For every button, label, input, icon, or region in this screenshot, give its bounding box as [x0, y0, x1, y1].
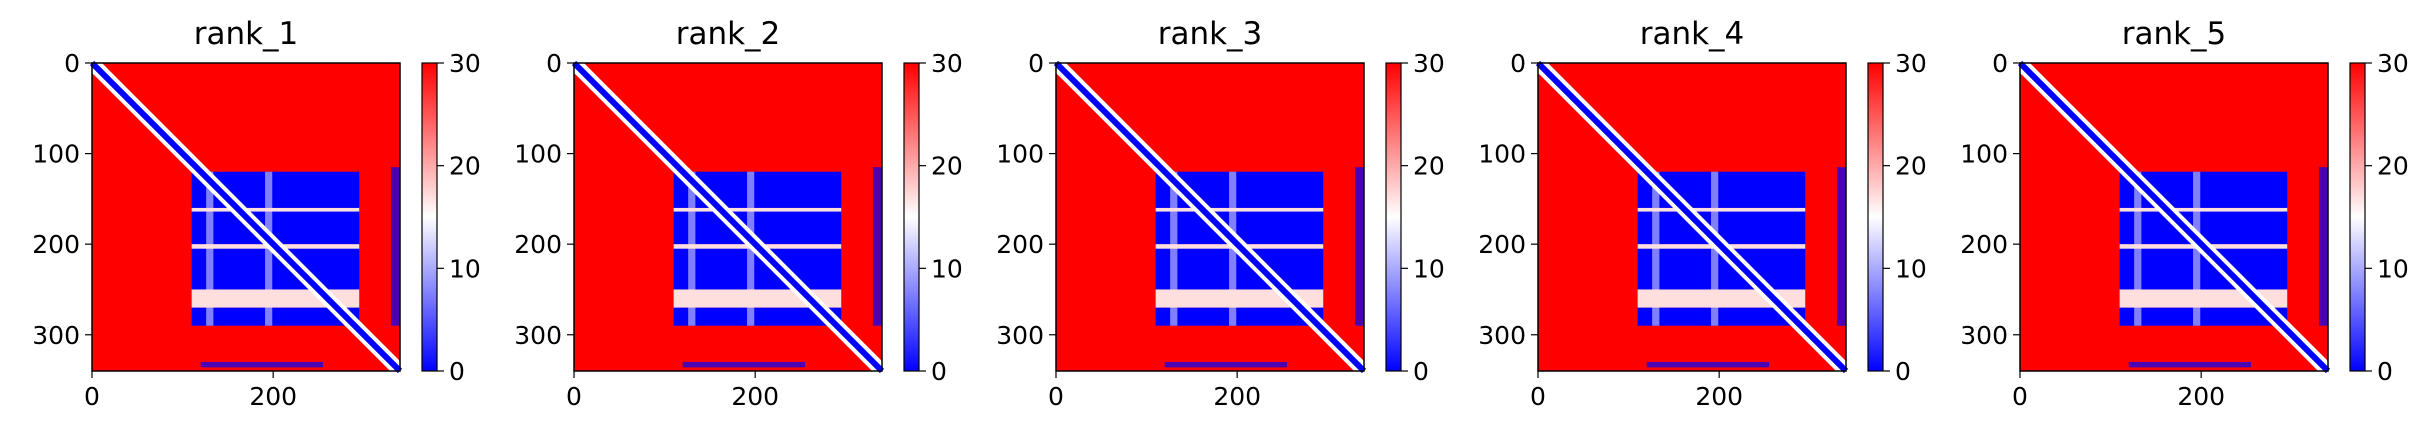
block-gap-row	[673, 207, 842, 212]
heatmap-panel-4: rank_4 0 200 0 100 200 300 0 10 20 30	[1478, 16, 1927, 411]
colorbar-tick-label: 0	[2377, 357, 2393, 386]
y-tick-label: 300	[514, 321, 562, 350]
colorbar-tick-label: 0	[931, 357, 947, 386]
panel-title: rank_2	[676, 16, 781, 52]
contact-block	[1637, 307, 1806, 326]
block-gap-row	[1155, 207, 1324, 212]
x-tick-label: 200	[1213, 382, 1261, 411]
heatmap-panel-1: rank_1 0 200 0 100 200 300 0 10 20 30	[32, 16, 481, 411]
y-tick-label: 200	[996, 230, 1044, 259]
axes-frame	[2019, 62, 2329, 372]
x-tick-label: 200	[1695, 382, 1743, 411]
colorbar-tick-label: 30	[2377, 49, 2409, 78]
block-gap-row	[1637, 207, 1806, 212]
contact-block	[191, 307, 360, 326]
colorbar-tick-label: 10	[449, 254, 481, 283]
diagonal-band	[2017, 60, 2331, 374]
y-tick-label: 300	[996, 321, 1044, 350]
y-tick-label: 100	[996, 140, 1044, 169]
contact-block	[673, 307, 842, 326]
colorbar-tick-label: 20	[449, 152, 481, 181]
y-tick-label: 0	[546, 49, 562, 78]
colorbar-tick-label: 10	[1895, 254, 1927, 283]
y-tick-label: 200	[32, 230, 80, 259]
x-tick-label: 200	[2177, 382, 2225, 411]
block-gap-row	[191, 207, 360, 212]
y-tick-label: 0	[1510, 49, 1526, 78]
x-tick-label: 200	[731, 382, 779, 411]
axes-frame	[91, 62, 401, 372]
x-tick-label: 0	[1530, 382, 1546, 411]
edge-column	[1836, 167, 1846, 326]
diagonal-band	[89, 60, 403, 374]
edge-row	[1646, 361, 1769, 368]
x-tick-label: 0	[1048, 382, 1064, 411]
axes-frame	[1055, 62, 1365, 372]
heatmap-panel-2: rank_2 0 200 0 100 200 300 0 10 20 30	[514, 16, 963, 411]
colorbar-tick-label: 20	[1895, 152, 1927, 181]
colorbar-tick-label: 0	[1413, 357, 1429, 386]
block-gap-row	[2119, 207, 2288, 212]
colorbar-tick-label: 20	[931, 152, 963, 181]
diagonal-band	[1535, 60, 1849, 374]
y-tick-label: 100	[514, 140, 562, 169]
diagonal-band	[1053, 60, 1367, 374]
edge-row	[682, 361, 805, 368]
contact-block	[1155, 307, 1324, 326]
colorbar-tick-label: 30	[931, 49, 963, 78]
panel-title: rank_5	[2122, 16, 2227, 52]
axes-frame	[1537, 62, 1847, 372]
edge-row	[200, 361, 323, 368]
y-tick-label: 200	[514, 230, 562, 259]
colorbar-tick-label: 20	[1413, 152, 1445, 181]
colorbar-tick-label: 30	[1413, 49, 1445, 78]
y-tick-label: 0	[1028, 49, 1044, 78]
panel-title: rank_3	[1158, 16, 1263, 52]
y-tick-label: 100	[1960, 140, 2008, 169]
y-tick-label: 300	[1478, 321, 1526, 350]
x-tick-label: 0	[566, 382, 582, 411]
colorbar-tick-label: 30	[449, 49, 481, 78]
contact-block	[2119, 307, 2288, 326]
x-tick-label: 0	[2012, 382, 2028, 411]
diagonal-band	[571, 60, 885, 374]
edge-column	[1354, 167, 1364, 326]
edge-column	[872, 167, 882, 326]
y-tick-label: 0	[64, 49, 80, 78]
axes-frame	[573, 62, 883, 372]
panel-title: rank_1	[194, 16, 299, 52]
y-tick-label: 300	[32, 321, 80, 350]
y-tick-label: 200	[1960, 230, 2008, 259]
colorbar-tick-label: 0	[449, 357, 465, 386]
colorbar	[1385, 62, 1402, 372]
colorbar-tick-label: 10	[1413, 254, 1445, 283]
colorbar	[1867, 62, 1884, 372]
y-tick-label: 100	[1478, 140, 1526, 169]
colorbar	[903, 62, 920, 372]
edge-row	[2128, 361, 2251, 368]
y-tick-label: 100	[32, 140, 80, 169]
y-tick-label: 0	[1992, 49, 2008, 78]
colorbar	[421, 62, 438, 372]
colorbar	[2349, 62, 2366, 372]
y-tick-label: 200	[1478, 230, 1526, 259]
colorbar-tick-label: 10	[931, 254, 963, 283]
colorbar-tick-label: 30	[1895, 49, 1927, 78]
colorbar-tick-label: 20	[2377, 152, 2409, 181]
edge-column	[390, 167, 400, 326]
heatmap-panel-3: rank_3 0 200 0 100 200 300 0 10 20 30	[996, 16, 1445, 411]
colorbar-tick-label: 0	[1895, 357, 1911, 386]
heatmap-panel-5: rank_5 0 200 0 100 200 300 0 10 20 30	[1960, 16, 2409, 411]
colorbar-tick-label: 10	[2377, 254, 2409, 283]
panel-title: rank_4	[1640, 16, 1745, 52]
edge-column	[2318, 167, 2328, 326]
y-tick-label: 300	[1960, 321, 2008, 350]
x-tick-label: 200	[249, 382, 297, 411]
edge-row	[1164, 361, 1287, 368]
x-tick-label: 0	[84, 382, 100, 411]
